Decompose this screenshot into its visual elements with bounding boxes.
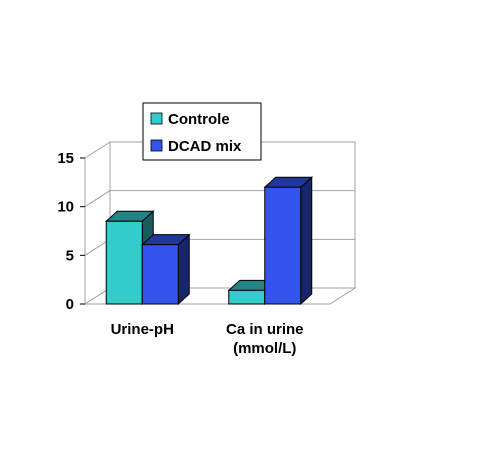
y-tick-label: 5 bbox=[66, 247, 74, 264]
bar-front bbox=[264, 186, 302, 305]
bars bbox=[104, 176, 314, 306]
bar-side bbox=[300, 176, 313, 306]
bar-dcad-mix-1 bbox=[140, 233, 191, 306]
y-tick-label: 15 bbox=[57, 150, 74, 167]
legend-box bbox=[142, 102, 262, 161]
x-category-label: Urine-pH bbox=[111, 321, 174, 338]
bar-side bbox=[177, 233, 190, 306]
legend-label-controle: Controle bbox=[168, 111, 230, 128]
legend: Controle DCAD mix bbox=[142, 102, 262, 161]
bar-front bbox=[105, 220, 143, 305]
y-tick-label: 0 bbox=[66, 296, 74, 313]
bar-front bbox=[228, 289, 266, 305]
y-tick-label: 10 bbox=[57, 199, 74, 216]
legend-swatch-dcad-mix bbox=[150, 139, 163, 152]
x-category-label: (mmol/L) bbox=[233, 340, 296, 357]
y-axis: 0 5 10 15 bbox=[57, 150, 85, 313]
x-axis: Urine-pH Ca in urine (mmol/L) bbox=[111, 321, 304, 357]
legend-swatch-controle bbox=[150, 112, 163, 125]
legend-label-dcad-mix: DCAD mix bbox=[168, 138, 242, 155]
bar-dcad-mix-2 bbox=[263, 176, 314, 306]
x-category-label: Ca in urine bbox=[226, 321, 304, 338]
bar-front bbox=[141, 244, 179, 305]
